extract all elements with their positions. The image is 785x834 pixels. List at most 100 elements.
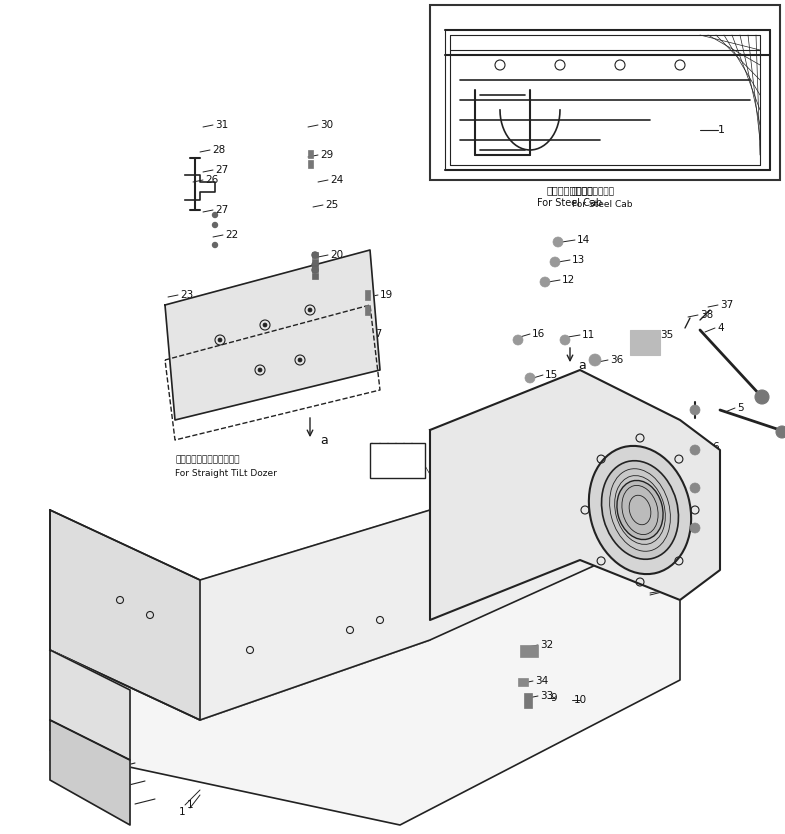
Bar xyxy=(630,330,660,355)
Text: 1: 1 xyxy=(187,800,194,810)
Text: For Steel Cab: For Steel Cab xyxy=(572,199,633,208)
Text: 15: 15 xyxy=(545,370,558,380)
Text: 3: 3 xyxy=(607,398,614,408)
Bar xyxy=(312,259,318,265)
Circle shape xyxy=(550,257,560,267)
Text: 21: 21 xyxy=(360,300,373,310)
Text: For Straight TiLt Dozer: For Straight TiLt Dozer xyxy=(175,469,277,478)
Ellipse shape xyxy=(617,480,663,540)
Text: 25: 25 xyxy=(325,200,338,210)
Text: 17: 17 xyxy=(370,329,383,339)
Text: 31: 31 xyxy=(215,120,228,130)
Text: 11: 11 xyxy=(582,330,595,340)
Text: 22: 22 xyxy=(225,230,239,240)
Polygon shape xyxy=(50,650,130,760)
Bar xyxy=(365,290,370,300)
Circle shape xyxy=(690,523,700,533)
Text: 6: 6 xyxy=(712,442,718,452)
Text: 2: 2 xyxy=(670,585,677,595)
Text: 37: 37 xyxy=(720,300,733,310)
Polygon shape xyxy=(50,720,130,825)
Circle shape xyxy=(213,223,217,228)
Text: 21: 21 xyxy=(360,320,373,330)
Bar xyxy=(312,266,318,272)
Text: 7: 7 xyxy=(712,480,718,490)
Text: 10: 10 xyxy=(574,695,587,705)
Text: 14: 14 xyxy=(577,235,590,245)
Circle shape xyxy=(312,262,318,268)
Circle shape xyxy=(690,405,700,415)
Circle shape xyxy=(690,483,700,493)
Circle shape xyxy=(263,323,267,327)
Circle shape xyxy=(312,252,318,258)
Circle shape xyxy=(213,213,217,218)
Text: 24: 24 xyxy=(330,175,343,185)
Text: 9: 9 xyxy=(550,693,557,703)
Bar xyxy=(308,160,313,168)
Text: 1: 1 xyxy=(179,807,185,817)
Circle shape xyxy=(525,373,535,383)
Text: 26: 26 xyxy=(205,175,218,185)
Circle shape xyxy=(308,308,312,312)
Bar xyxy=(308,150,313,158)
Text: 27: 27 xyxy=(215,165,228,175)
Bar xyxy=(524,693,532,708)
Circle shape xyxy=(776,426,785,438)
Text: ステールキャブ用: ステールキャブ用 xyxy=(546,185,593,195)
Text: For Steel Cab: For Steel Cab xyxy=(538,198,603,208)
Text: 12: 12 xyxy=(562,275,575,285)
Text: 35: 35 xyxy=(660,330,674,340)
Polygon shape xyxy=(50,420,680,720)
Text: 8: 8 xyxy=(712,520,718,530)
Circle shape xyxy=(218,338,222,342)
Circle shape xyxy=(312,267,318,273)
Polygon shape xyxy=(430,370,720,620)
Text: 16: 16 xyxy=(532,329,546,339)
Circle shape xyxy=(553,237,563,247)
Text: a: a xyxy=(320,434,328,446)
Text: 18: 18 xyxy=(350,365,363,375)
Text: 19: 19 xyxy=(380,290,393,300)
Text: 27: 27 xyxy=(215,205,228,215)
Text: 20: 20 xyxy=(330,250,343,260)
Text: 36: 36 xyxy=(610,355,623,365)
Circle shape xyxy=(755,390,769,404)
Circle shape xyxy=(560,335,570,345)
Polygon shape xyxy=(50,545,680,825)
Text: 29: 29 xyxy=(320,150,334,160)
Bar xyxy=(365,305,370,315)
Circle shape xyxy=(540,277,550,287)
Text: 34: 34 xyxy=(535,676,548,686)
Bar xyxy=(520,645,538,657)
Circle shape xyxy=(690,445,700,455)
Text: 5: 5 xyxy=(737,403,743,413)
Text: 38: 38 xyxy=(700,310,714,320)
Bar xyxy=(430,5,780,180)
Bar xyxy=(312,252,318,258)
Text: ストレートチルトドーザ用: ストレートチルトドーザ用 xyxy=(175,455,239,465)
Text: a: a xyxy=(578,359,586,371)
Text: 1: 1 xyxy=(718,125,725,135)
Text: 4: 4 xyxy=(717,323,724,333)
Circle shape xyxy=(258,368,262,372)
Circle shape xyxy=(589,354,601,366)
Circle shape xyxy=(513,335,523,345)
Polygon shape xyxy=(165,250,380,420)
Polygon shape xyxy=(50,510,200,720)
Ellipse shape xyxy=(589,446,691,574)
Text: 33: 33 xyxy=(540,691,553,701)
Text: 2: 2 xyxy=(672,585,678,595)
Bar xyxy=(518,678,528,686)
Text: 32: 32 xyxy=(540,640,553,650)
Ellipse shape xyxy=(601,460,678,560)
Text: 39: 39 xyxy=(388,457,402,467)
Circle shape xyxy=(213,243,217,248)
Text: ステールキャブ用: ステールキャブ用 xyxy=(572,188,615,197)
Bar xyxy=(312,273,318,279)
Text: 13: 13 xyxy=(572,255,586,265)
Bar xyxy=(370,443,425,478)
Text: 30: 30 xyxy=(320,120,333,130)
Circle shape xyxy=(298,358,302,362)
Text: 28: 28 xyxy=(212,145,225,155)
Text: 23: 23 xyxy=(180,290,193,300)
